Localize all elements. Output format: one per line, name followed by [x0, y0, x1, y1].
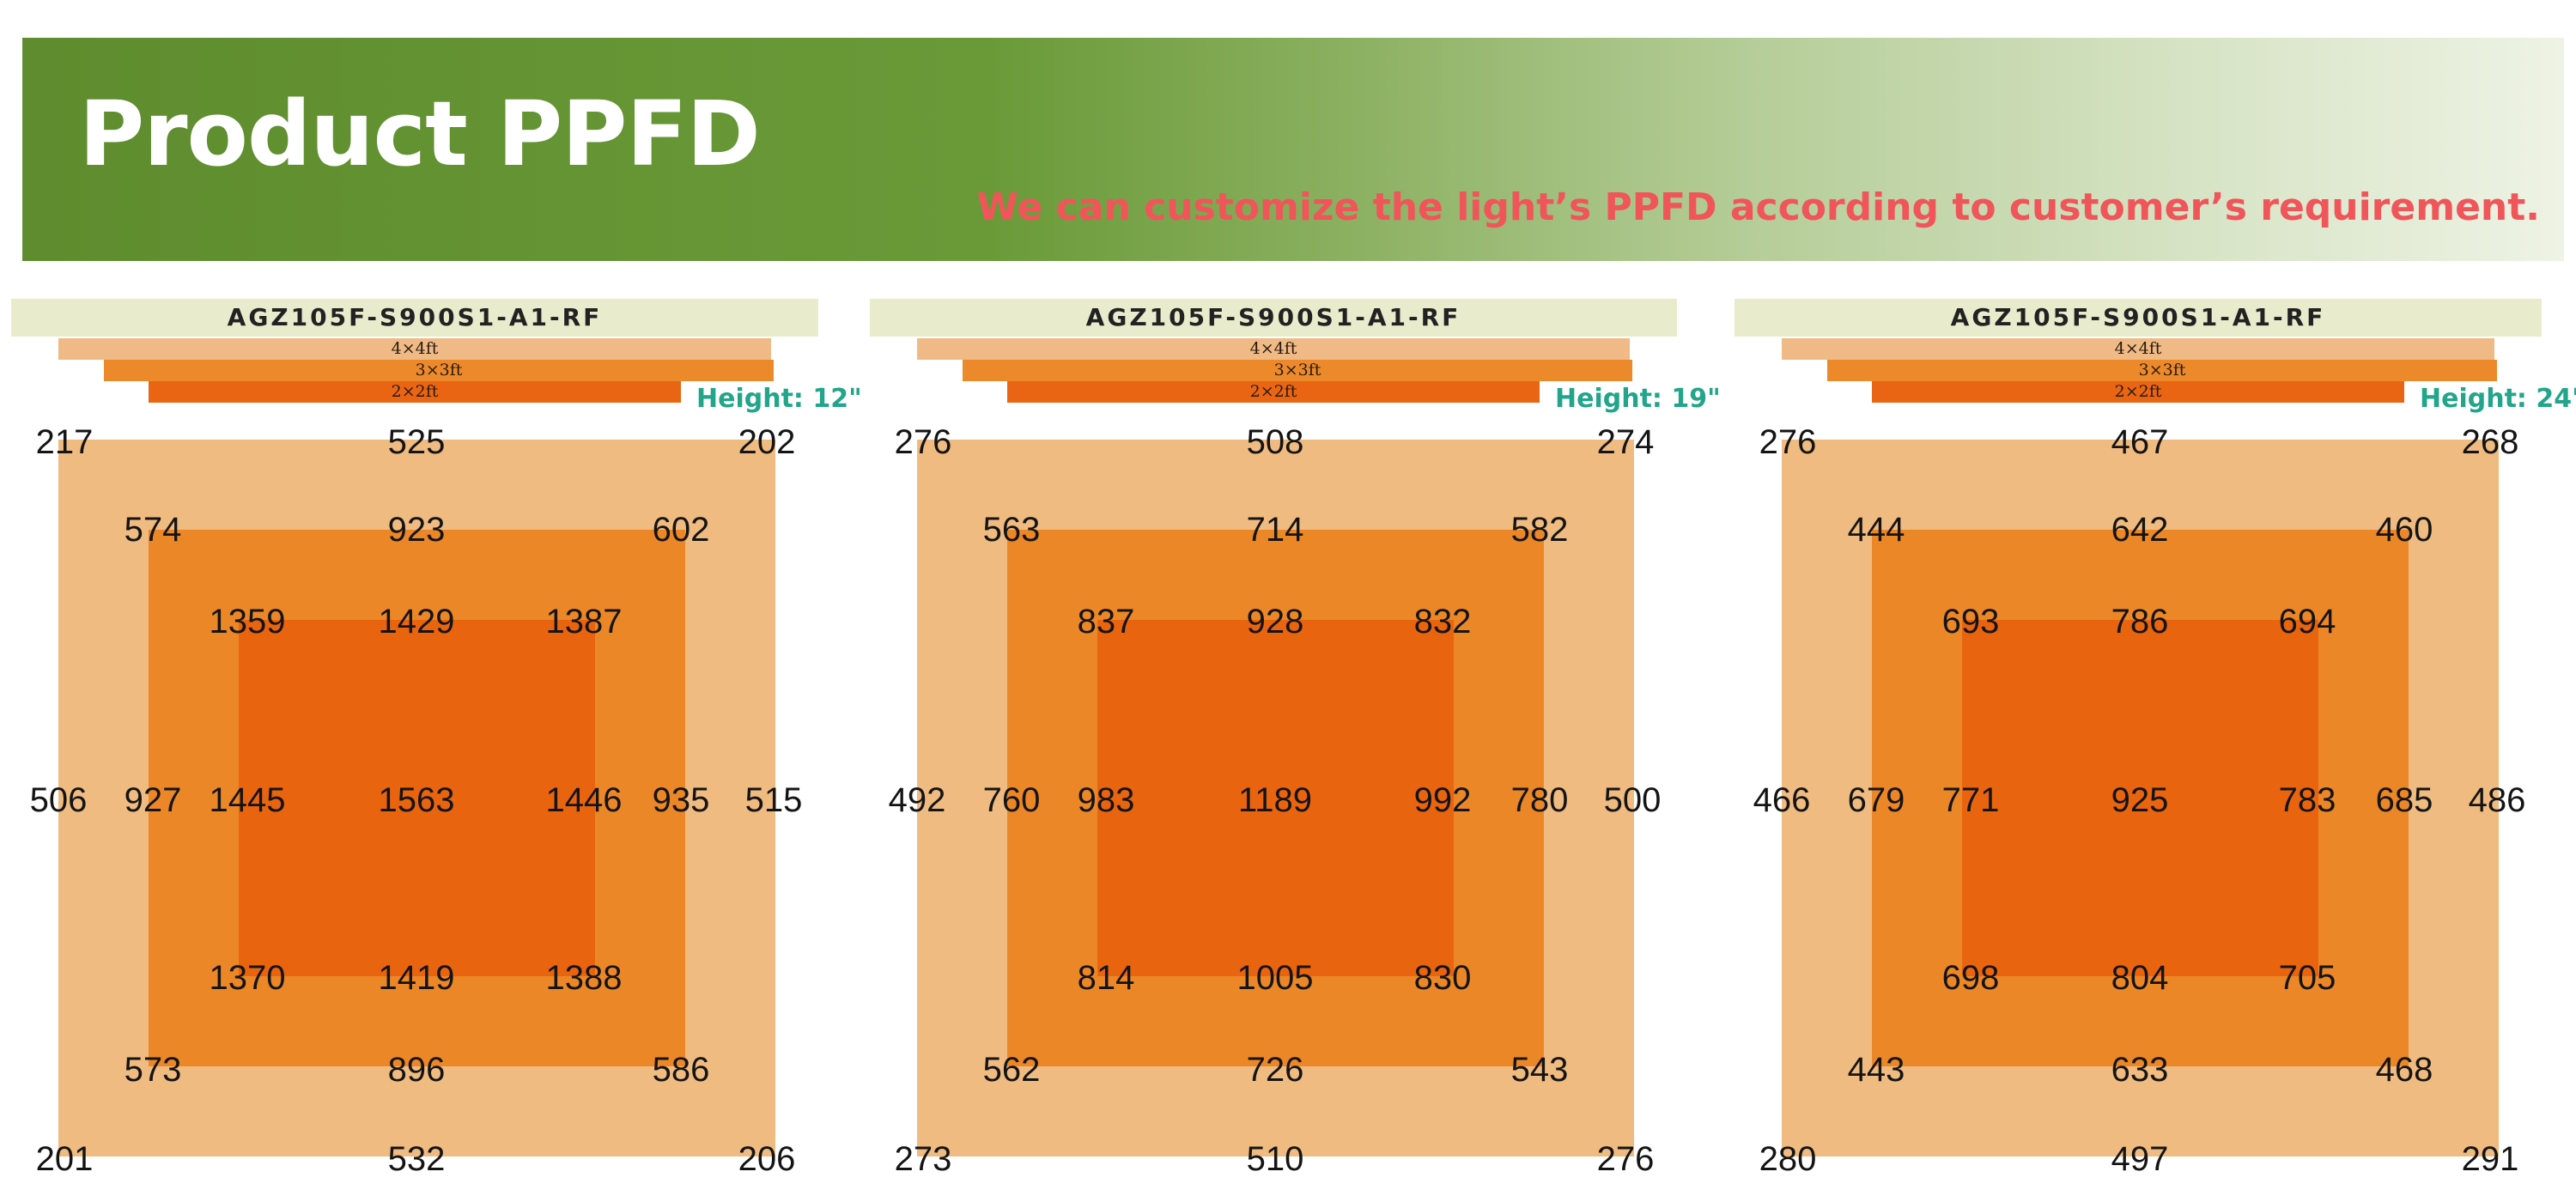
ppfd-value: 268	[2461, 423, 2519, 461]
ppfd-value: 928	[1246, 603, 1304, 640]
ppfd-value: 508	[1246, 423, 1304, 461]
ppfd-value: 1445	[209, 781, 286, 819]
ppfd-value: 714	[1246, 511, 1304, 549]
ppfd-value: 1359	[209, 603, 286, 640]
ppfd-value: 983	[1077, 781, 1135, 819]
ppfd-value: 837	[1077, 603, 1135, 640]
height-label: Height: 19"	[1555, 384, 1721, 414]
banner-subtitle: We can customize the light’s PPFD accord…	[976, 185, 2540, 229]
ppfd-value: 276	[1596, 1140, 1655, 1178]
header-banner: Product PPFD We can customize the light’…	[22, 38, 2564, 261]
ppfd-value: 927	[124, 781, 182, 819]
ppfd-value: 685	[2375, 781, 2433, 819]
ppfd-value: 276	[1759, 423, 1817, 461]
size-label-4x4: 4×4ft	[58, 338, 771, 360]
ppfd-value: 468	[2375, 1051, 2433, 1089]
ppfd-value: 202	[738, 423, 796, 461]
ppfd-value: 573	[124, 1051, 182, 1089]
ppfd-value: 679	[1847, 781, 1905, 819]
ppfd-value: 804	[2111, 959, 2169, 997]
ppfd-value: 467	[2111, 423, 2169, 461]
page-title: Product PPFD	[79, 82, 761, 186]
ppfd-value: 486	[2468, 781, 2526, 819]
ppfd-value: 705	[2278, 959, 2336, 997]
size-label-2x2: 2×2ft	[1007, 381, 1540, 403]
zone-2x2	[1962, 620, 2318, 976]
ppfd-value: 543	[1510, 1051, 1569, 1089]
ppfd-value: 783	[2278, 781, 2336, 819]
ppfd-value: 1370	[209, 959, 286, 997]
ppfd-value: 562	[982, 1051, 1041, 1089]
ppfd-value: 698	[1941, 959, 2000, 997]
ppfd-value: 291	[2461, 1140, 2519, 1178]
ppfd-value: 935	[652, 781, 710, 819]
ppfd-value: 642	[2111, 511, 2169, 549]
ppfd-panel-19in: AGZ105F-S900S1-A1-RF 4×4ft 3×3ft 2×2ft H…	[870, 292, 1721, 1202]
ppfd-value: 602	[652, 511, 710, 549]
model-label: AGZ105F-S900S1-A1-RF	[11, 299, 818, 337]
ppfd-value: 1388	[545, 959, 623, 997]
ppfd-value: 1446	[545, 781, 623, 819]
ppfd-value: 574	[124, 511, 182, 549]
ppfd-value: 1189	[1237, 781, 1312, 819]
ppfd-value: 726	[1246, 1051, 1304, 1089]
ppfd-value: 814	[1077, 959, 1135, 997]
size-label-4x4: 4×4ft	[1782, 338, 2494, 360]
ppfd-value: 1419	[378, 959, 455, 997]
ppfd-value: 693	[1941, 603, 2000, 640]
ppfd-value: 460	[2375, 511, 2433, 549]
ppfd-value: 1387	[545, 603, 623, 640]
ppfd-value: 217	[35, 423, 94, 461]
size-label-3x3: 3×3ft	[104, 360, 774, 381]
ppfd-value: 497	[2111, 1140, 2169, 1178]
ppfd-value: 771	[1941, 781, 2000, 819]
ppfd-value: 274	[1596, 423, 1655, 461]
ppfd-value: 1563	[378, 781, 455, 819]
ppfd-value: 780	[1510, 781, 1569, 819]
ppfd-value: 925	[2111, 781, 2169, 819]
ppfd-value: 273	[894, 1140, 952, 1178]
ppfd-value: 510	[1246, 1140, 1304, 1178]
size-label-3x3: 3×3ft	[1827, 360, 2497, 381]
size-label-2x2: 2×2ft	[149, 381, 681, 403]
ppfd-value: 1005	[1236, 959, 1314, 997]
model-label: AGZ105F-S900S1-A1-RF	[1735, 299, 2542, 337]
ppfd-value: 633	[2111, 1051, 2169, 1089]
zone-2x2	[1097, 620, 1454, 976]
ppfd-panel-12in: AGZ105F-S900S1-A1-RF 4×4ft 3×3ft 2×2ft H…	[11, 292, 862, 1202]
ppfd-value: 201	[35, 1140, 94, 1178]
size-label-3x3: 3×3ft	[963, 360, 1632, 381]
size-label-2x2: 2×2ft	[1872, 381, 2404, 403]
ppfd-value: 525	[387, 423, 446, 461]
ppfd-value: 992	[1413, 781, 1472, 819]
ppfd-value: 694	[2278, 603, 2336, 640]
ppfd-panel-24in: AGZ105F-S900S1-A1-RF 4×4ft 3×3ft 2×2ft H…	[1735, 292, 2576, 1202]
size-label-4x4: 4×4ft	[917, 338, 1630, 360]
ppfd-value: 276	[894, 423, 952, 461]
ppfd-value: 506	[29, 781, 88, 819]
ppfd-value: 760	[982, 781, 1041, 819]
ppfd-value: 466	[1753, 781, 1811, 819]
ppfd-value: 586	[652, 1051, 710, 1089]
ppfd-value: 492	[888, 781, 946, 819]
ppfd-value: 786	[2111, 603, 2169, 640]
ppfd-value: 582	[1510, 511, 1569, 549]
height-label: Height: 24"	[2420, 384, 2576, 414]
zone-2x2	[239, 620, 595, 976]
ppfd-value: 515	[744, 781, 803, 819]
ppfd-value: 206	[738, 1140, 796, 1178]
ppfd-value: 500	[1603, 781, 1662, 819]
ppfd-value: 444	[1847, 511, 1905, 549]
ppfd-value: 832	[1413, 603, 1472, 640]
height-label: Height: 12"	[696, 384, 862, 414]
ppfd-value: 443	[1847, 1051, 1905, 1089]
ppfd-value: 280	[1759, 1140, 1817, 1178]
ppfd-value: 532	[387, 1140, 446, 1178]
ppfd-value: 830	[1413, 959, 1472, 997]
ppfd-value: 563	[982, 511, 1041, 549]
ppfd-value: 923	[387, 511, 446, 549]
ppfd-value: 896	[387, 1051, 446, 1089]
ppfd-value: 1429	[378, 603, 455, 640]
model-label: AGZ105F-S900S1-A1-RF	[870, 299, 1677, 337]
